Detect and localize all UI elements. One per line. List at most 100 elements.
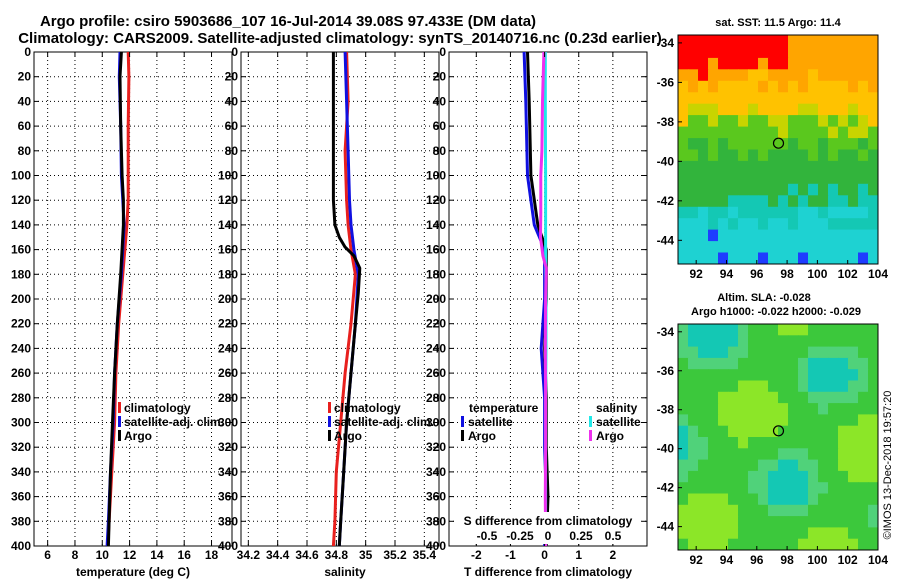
map-cell xyxy=(718,516,729,528)
map-cell xyxy=(838,172,849,185)
map-cell xyxy=(688,160,699,173)
depth-tick-label: 160 xyxy=(11,243,31,257)
legend-label-t-satellite: satellite xyxy=(468,415,513,429)
x-tick-label: 18 xyxy=(205,548,219,562)
map-cell xyxy=(708,206,719,219)
map-cell xyxy=(698,504,709,517)
map-cell xyxy=(748,103,759,116)
map-cell xyxy=(708,482,719,495)
x-tick-label: 12 xyxy=(123,548,137,562)
map-cell xyxy=(838,437,849,449)
map-cell xyxy=(838,80,849,93)
map-cell xyxy=(708,69,719,82)
map-cell xyxy=(858,459,869,472)
map-cell xyxy=(868,391,878,404)
map-cell xyxy=(718,57,729,70)
map-cell xyxy=(728,218,739,231)
map-cell xyxy=(848,380,859,393)
map-cell xyxy=(768,493,779,506)
map-cell xyxy=(848,516,859,528)
map-cell xyxy=(688,92,699,105)
sst-map-title: sat. SST: 11.5 Argo: 11.4 xyxy=(715,17,841,29)
map-cell xyxy=(838,195,849,208)
map-cell xyxy=(708,346,719,359)
argo-location-marker xyxy=(772,137,785,149)
map-cell xyxy=(748,172,759,185)
map-cell xyxy=(798,80,809,93)
map-cell xyxy=(728,482,739,495)
map-cell xyxy=(758,195,769,208)
map-cell xyxy=(788,80,799,93)
map-cell xyxy=(868,437,878,449)
map-cell xyxy=(748,218,759,231)
map-cell xyxy=(798,218,809,231)
map-cell xyxy=(718,252,729,264)
map-cell xyxy=(848,527,859,540)
map-cell xyxy=(848,369,859,382)
lat-tick-label: -42 xyxy=(657,194,675,208)
map-cell xyxy=(858,448,869,461)
map-cell xyxy=(748,504,759,517)
legend-label-climatology: climatology xyxy=(124,401,191,415)
map-cell xyxy=(778,80,789,93)
map-cell xyxy=(828,538,839,550)
map-cell xyxy=(738,425,749,438)
map-cell xyxy=(768,516,779,528)
map-cell xyxy=(718,357,729,370)
lat-tick-label: -44 xyxy=(657,233,675,247)
map-cell xyxy=(858,218,869,231)
lat-tick-label: -38 xyxy=(657,403,675,417)
map-cell xyxy=(868,69,878,82)
s-difference-tick-label: 0.25 xyxy=(569,529,593,543)
map-cell xyxy=(848,103,859,116)
map-cell xyxy=(738,538,749,550)
map-cell xyxy=(728,504,739,517)
map-cell xyxy=(808,437,819,449)
map-cell xyxy=(848,470,859,483)
depth-tick-label: 160 xyxy=(218,243,238,257)
map-cell xyxy=(838,357,849,370)
map-cell xyxy=(728,391,739,404)
map-cell xyxy=(728,448,739,461)
depth-tick-label: 80 xyxy=(225,144,239,158)
depth-tick-label: 340 xyxy=(426,465,446,479)
map-cell xyxy=(678,195,689,208)
temperature-panel: 0 20 40 60 80 100 120 140 160 180 200 220 240 260 280 3… xyxy=(11,45,233,579)
map-cell xyxy=(758,103,769,116)
map-cell xyxy=(718,482,729,495)
map-cell xyxy=(678,380,689,393)
map-cell xyxy=(848,229,859,242)
map-cell xyxy=(828,92,839,105)
map-cell xyxy=(788,138,799,151)
map-cell xyxy=(748,92,759,105)
legend-label-climatology: climatology xyxy=(334,401,401,415)
map-cell xyxy=(778,527,789,540)
map-cell xyxy=(768,459,779,472)
map-cell xyxy=(868,115,878,128)
map-cell xyxy=(688,252,699,264)
depth-tick-label: 280 xyxy=(426,391,446,405)
map-cell xyxy=(768,324,779,336)
map-cell xyxy=(848,504,859,517)
depth-tick-label: 380 xyxy=(218,514,238,528)
lat-tick-label: -36 xyxy=(657,75,675,89)
map-cell xyxy=(748,241,759,254)
map-cell xyxy=(718,115,729,128)
map-cell xyxy=(708,92,719,105)
map-cell xyxy=(828,448,839,461)
map-cell xyxy=(678,229,689,242)
map-cell xyxy=(798,115,809,128)
map-cell xyxy=(718,380,729,393)
map-cell xyxy=(678,35,689,47)
map-cell xyxy=(688,183,699,196)
map-cell xyxy=(838,160,849,173)
map-cell xyxy=(838,103,849,116)
map-cell xyxy=(708,369,719,382)
map-cell xyxy=(718,493,729,506)
map-cell xyxy=(858,493,869,506)
map-cell xyxy=(798,126,809,139)
map-cell xyxy=(858,206,869,219)
map-cell xyxy=(828,357,839,370)
map-cell xyxy=(848,35,859,47)
map-cell xyxy=(758,324,769,336)
